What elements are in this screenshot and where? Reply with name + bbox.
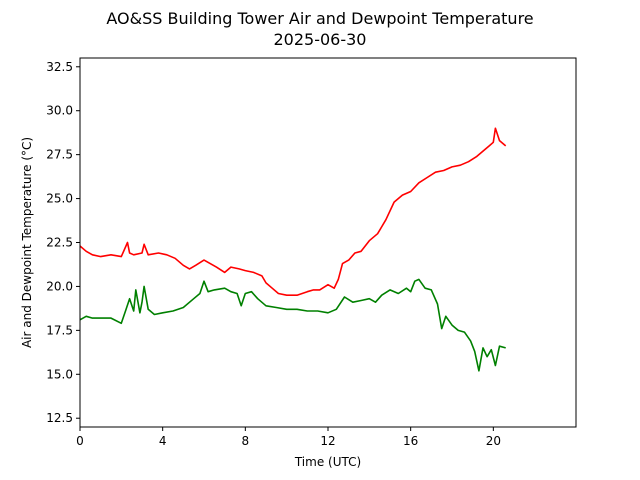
- y-axis-label: Air and Dewpoint Temperature (°C): [20, 137, 34, 348]
- x-tick-label: 8: [242, 434, 250, 448]
- x-tick-label: 12: [320, 434, 335, 448]
- x-axis-label: Time (UTC): [294, 455, 361, 469]
- y-tick-label: 15.0: [46, 367, 73, 381]
- y-tick-label: 25.0: [46, 192, 73, 206]
- y-tick-label: 30.0: [46, 104, 73, 118]
- y-tick-label: 12.5: [46, 411, 73, 425]
- series-line-1: [79, 278, 506, 372]
- y-tick-label: 17.5: [46, 323, 73, 337]
- y-tick-label: 27.5: [46, 148, 73, 162]
- x-tick-label: 20: [486, 434, 501, 448]
- chart-title: AO&SS Building Tower Air and Dewpoint Te…: [106, 9, 533, 28]
- x-tick-label: 4: [159, 434, 167, 448]
- series-layer: [79, 127, 507, 372]
- y-tick-label: 20.0: [46, 279, 73, 293]
- y-axis: 12.5 15.0 17.5 20.0 22.5 25.0 27.5 30.0 32.5: [46, 60, 80, 425]
- x-tick-label: 0: [76, 434, 84, 448]
- y-tick-label: 32.5: [46, 60, 73, 74]
- x-tick-label: 16: [403, 434, 418, 448]
- series-line-0: [79, 127, 507, 297]
- y-tick-label: 22.5: [46, 236, 73, 250]
- chart-subtitle: 2025-06-30: [274, 30, 367, 49]
- x-axis: 0 4 8 12 16 20: [76, 427, 501, 448]
- plot-frame: [79, 57, 577, 428]
